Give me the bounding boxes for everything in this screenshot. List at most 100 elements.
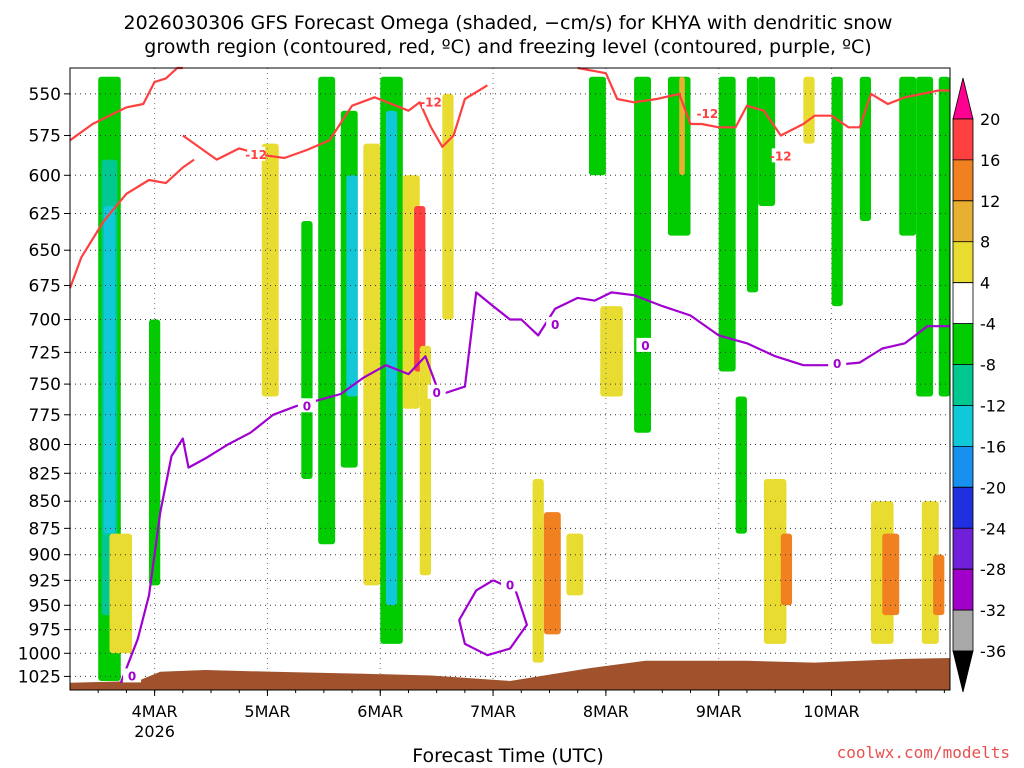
plot-area [70,68,950,690]
colorbar-swatch-8 [952,405,974,447]
x-tick-sublabel-4MAR: 2026 [134,722,175,741]
y-tick-label-850: 850 [29,492,61,512]
colorbar-swatch-11 [952,527,974,570]
dgz-label-2-bg [422,94,441,109]
colorbar-swatch-12 [952,568,974,611]
omega-cell-32 [831,76,843,307]
dgz-label-2: -12 [420,95,442,109]
omega-cell-39 [933,554,945,616]
x-tick-label-9MAR: 9MAR [696,702,742,721]
omega-cell-7 [318,76,336,545]
x-tick-label-5MAR: 5MAR [244,702,290,721]
omega-cell-4 [148,319,161,586]
freezing-label-4-bg [636,337,655,352]
y-tick-label-900: 900 [29,546,61,566]
dgz-label-1-bg [247,146,266,161]
freezing-label-3-bg [546,316,565,331]
freezing-contour-loop [458,579,528,657]
dgz-label-4-bg [771,148,790,163]
colorbar-swatch-5 [952,282,974,324]
omega-cell-3 [109,533,133,654]
y-tick-label-800: 800 [29,435,61,455]
colorbar-label-5: -4 [980,315,996,334]
y-tick-label-550: 550 [29,85,61,105]
omega-cell-29 [763,478,787,644]
freezing-label-2: 0 [432,386,440,400]
colorbar-label-10: -24 [980,519,1006,538]
colorbar: 20 16 12 8 4 -4 -8 -12 -16 -20 -24 -28 -32 -36 [952,77,1006,693]
omega-cell-12 [385,110,398,606]
omega-cell-16 [442,93,454,320]
colorbar-swatch-13 [952,609,974,652]
colorbar-swatch-4 [952,241,974,284]
omega-cell-22 [634,76,652,433]
omega-cell-20 [588,76,606,176]
x-tick-label-8MAR: 8MAR [583,702,629,721]
x-tick-label-10MAR: 10MAR [803,702,859,721]
freezing-label-7-bg [123,668,142,683]
y-axis: 550 575 600 625 650 675 700 725 750 775 800 825 850 8… [18,85,70,687]
colorbar-label-9: -20 [980,478,1006,497]
colorbar-label-11: -28 [980,560,1006,579]
omega-cell-40 [938,76,950,397]
y-tick-label-1000: 1000 [18,644,61,664]
freezing-contour-main [119,355,444,684]
colorbar-swatch-10 [952,486,974,529]
freezing-label-7: 0 [128,669,136,683]
terrain-layer [70,658,950,690]
omega-cell-21 [600,306,623,397]
colorbar-label-2: 12 [980,192,1000,211]
omega-cell-33 [859,76,872,221]
dgz-label-1: -12 [245,148,267,162]
colorbar-swatch-7 [952,364,974,406]
omega-cell-14 [414,205,426,372]
omega-cell-9 [346,175,358,397]
omega-cell-36 [899,76,917,236]
y-tick-label-875: 875 [29,519,61,539]
y-tick-label-700: 700 [29,311,61,331]
omega-cell-37 [916,76,934,397]
y-tick-label-725: 725 [29,343,61,363]
omega-cell-24 [679,76,685,176]
y-tick-label-1025: 1025 [18,667,61,687]
x-tick-label-7MAR: 7MAR [470,702,516,721]
colorbar-label-4: 4 [980,274,990,293]
colorbar-label-8: -16 [980,437,1006,456]
colorbar-swatch-9 [952,446,974,488]
freezing-label-4: 0 [641,339,649,353]
y-tick-label-625: 625 [29,204,61,224]
y-tick-label-950: 950 [29,596,61,616]
x-tick-label-4MAR: 4MAR [132,702,178,721]
chart-title-line-2: growth region (contoured, red, ºC) and f… [144,36,871,58]
freezing-label-1: 0 [303,399,311,413]
dgz-contour-low [68,158,195,289]
colorbar-swatch-2 [952,159,974,202]
omega-cell-5 [261,143,279,397]
freezing-label-6-bg [501,577,519,592]
y-tick-label-675: 675 [29,277,61,297]
colorbar-label-13: -36 [980,642,1006,661]
colorbar-swatch-6 [952,323,974,365]
dgz-contour-upper [69,66,183,142]
colorbar-swatch-1 [952,118,974,161]
colorbar-label-6: -8 [980,356,996,375]
omega-cell-26 [735,396,747,534]
contour-layer: -12 -12 -12 -12 0 0 0 0 0 0 0 [68,66,950,684]
omega-cell-2 [103,205,116,534]
gridlines [70,68,950,690]
y-tick-label-750: 750 [29,375,61,395]
x-tick-label-6MAR: 6MAR [357,702,403,721]
freezing-label-5-bg [828,355,847,370]
colorbar-label-7: -12 [980,396,1006,415]
omega-cell-27 [746,76,759,293]
freezing-label-5: 0 [833,357,841,371]
chart-title-line-1: 2026030306 GFS Forecast Omega (shaded, −… [124,12,893,34]
colorbar-swatch-3 [952,200,974,243]
dgz-contour-right [577,66,950,137]
x-axis-label: Forecast Time (UTC) [412,745,603,767]
y-tick-label-650: 650 [29,241,61,261]
terrain-fill [70,658,950,690]
dgz-label-3-bg [698,106,717,121]
